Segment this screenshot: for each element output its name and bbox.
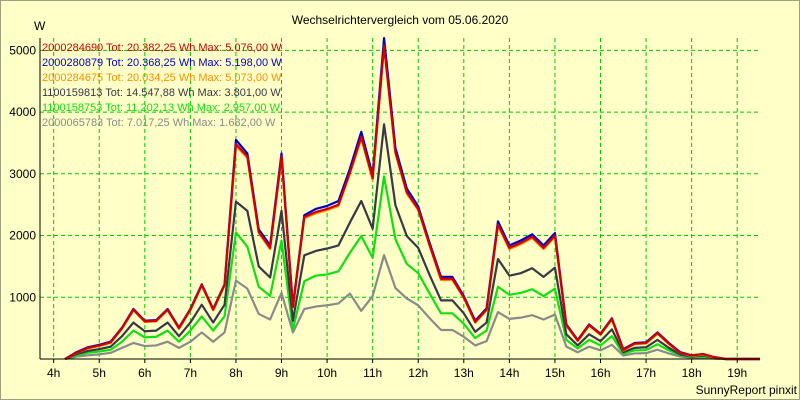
x-tick-label: 13h — [454, 366, 474, 380]
grid — [40, 38, 760, 359]
x-tick-label: 6h — [138, 366, 151, 380]
x-tick-label: 5h — [93, 366, 106, 380]
x-tick-label: 19h — [727, 366, 747, 380]
axes: 1000 2000 3000 4000 5000 4h 5h 6h 7h 8h 9h 10h 11h 12… — [9, 38, 760, 380]
x-tick-label: 17h — [636, 366, 656, 380]
x-tick-label: 14h — [499, 366, 519, 380]
series-line-2000284690 — [64, 44, 760, 361]
x-tick-label: 7h — [184, 366, 197, 380]
footer-credit: SunnyReport pinxit — [696, 383, 798, 397]
x-tick-label: 11h — [363, 366, 382, 380]
legend-entry-1100158753: 1100158753 Tot: 11.202,13 Wh Max: 2.957,… — [42, 102, 281, 114]
x-tick-label: 9h — [275, 366, 288, 380]
chart-title: Wechselrichtervergleich vom 05.06.2020 — [292, 13, 509, 27]
x-tick-label: 4h — [47, 366, 60, 380]
series-line-1100159813 — [64, 123, 760, 361]
legend-entry-2000280879: 2000280879 Tot: 20.368,25 Wh Max: 5.198,… — [42, 57, 282, 69]
y-tick-label: 2000 — [9, 229, 36, 243]
x-tick-label: 15h — [545, 366, 565, 380]
legend: 2000284690 Tot: 20.382,25 Wh Max: 5.076,… — [42, 42, 282, 129]
y-tick-label: 3000 — [9, 167, 36, 181]
legend-entry-2000284690: 2000284690 Tot: 20.382,25 Wh Max: 5.076,… — [42, 42, 282, 54]
series-line-2000065783 — [64, 254, 760, 361]
x-tick-label: 8h — [229, 366, 242, 380]
legend-entry-2000284675: 2000284675 Tot: 20.034,25 Wh Max: 5.073,… — [42, 72, 282, 84]
x-tick-label: 18h — [682, 366, 702, 380]
series-lines — [64, 37, 760, 361]
x-tick-label: 10h — [317, 366, 337, 380]
legend-entry-2000065783: 2000065783 Tot: 7.017,25 Wh Max: 1.682,0… — [42, 117, 276, 129]
series-line-1100158753 — [64, 175, 760, 361]
y-tick-label: 4000 — [9, 105, 36, 119]
x-tick-label: 12h — [408, 366, 428, 380]
y-axis-unit-label: W — [34, 19, 46, 33]
y-tick-label: 5000 — [9, 43, 36, 57]
legend-entry-1100159813: 1100159813 Tot: 14.547,88 Wh Max: 3.801,… — [42, 87, 281, 99]
x-tick-label: 16h — [590, 366, 610, 380]
y-tick-label: 1000 — [9, 290, 36, 304]
